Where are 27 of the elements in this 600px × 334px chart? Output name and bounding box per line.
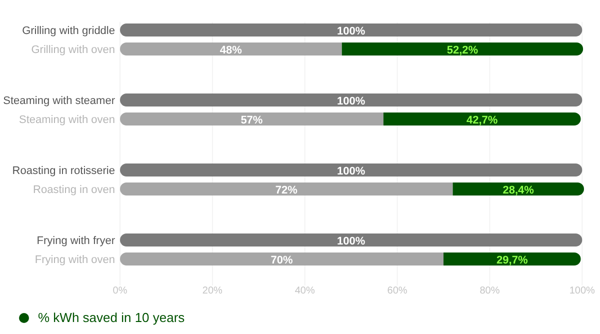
- data-label: 52,2%: [446, 44, 478, 56]
- x-tick-label: 80%: [480, 286, 500, 296]
- data-label: 72%: [275, 184, 298, 196]
- x-tick-label: 0%: [112, 286, 128, 296]
- x-tick-label: 60%: [387, 286, 408, 296]
- data-label: 48%: [220, 44, 242, 56]
- x-tick-label: 40%: [294, 286, 315, 296]
- data-label: 100%: [337, 96, 366, 108]
- y-tick-label: Roasting in oven: [33, 184, 115, 196]
- data-label: 57%: [240, 114, 263, 126]
- data-label: 70%: [270, 254, 293, 266]
- y-tick-label: Roasting in rotisserie: [12, 165, 115, 177]
- data-label: 100%: [337, 166, 366, 178]
- y-tick-label: Grilling with griddle: [22, 25, 115, 37]
- data-label: 100%: [337, 26, 366, 38]
- y-tick-label: Frying with oven: [34, 254, 115, 266]
- y-tick-label: Steaming with steamer: [3, 95, 116, 107]
- data-label: 29,7%: [496, 254, 528, 266]
- data-label: 28,4%: [502, 184, 534, 196]
- y-tick-label: Grilling with oven: [31, 44, 115, 56]
- data-label: 100%: [337, 236, 366, 248]
- data-label: 42,7%: [466, 114, 498, 126]
- y-tick-label: Frying with fryer: [36, 235, 116, 247]
- y-tick-label: Steaming with oven: [19, 114, 115, 126]
- x-tick-label: 20%: [202, 286, 223, 296]
- x-tick-label: 100%: [569, 286, 596, 296]
- legend-label: % kWh saved in 10 years: [38, 310, 186, 325]
